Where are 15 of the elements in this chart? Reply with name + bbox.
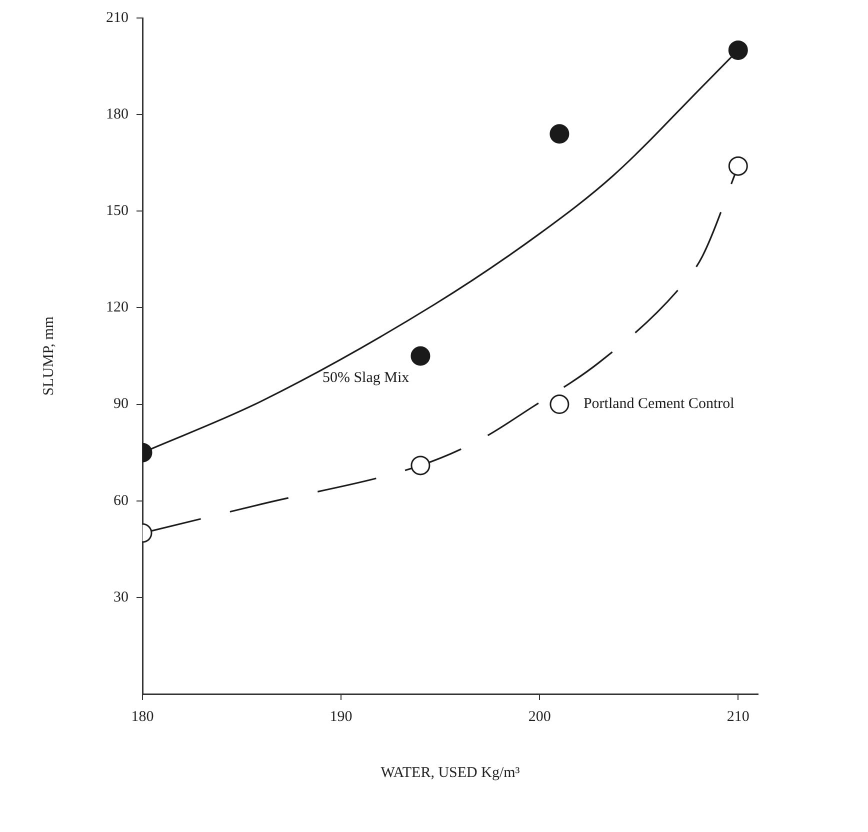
- y-tick-label: 30: [114, 589, 128, 606]
- x-tick-label: 200: [528, 708, 551, 725]
- series-label: 50% Slag Mix: [322, 370, 410, 386]
- y-tick-label: 120: [106, 300, 128, 316]
- y-tick-label: 60: [114, 492, 128, 509]
- x-tick-label: 180: [131, 708, 154, 725]
- y-tick-label: 90: [114, 396, 128, 412]
- x-tick-label: 210: [726, 708, 750, 725]
- y-axis-title: SLUMP, mm: [40, 316, 57, 396]
- y-tick-label: 210: [106, 10, 128, 26]
- x-axis-title: WATER, USED Kg/m³: [380, 764, 520, 781]
- y-tick-label: 150: [106, 203, 128, 220]
- y-tick-label: 180: [106, 106, 128, 123]
- series-label: Portland Cement Control: [583, 396, 734, 412]
- x-tick-label: 190: [330, 708, 352, 725]
